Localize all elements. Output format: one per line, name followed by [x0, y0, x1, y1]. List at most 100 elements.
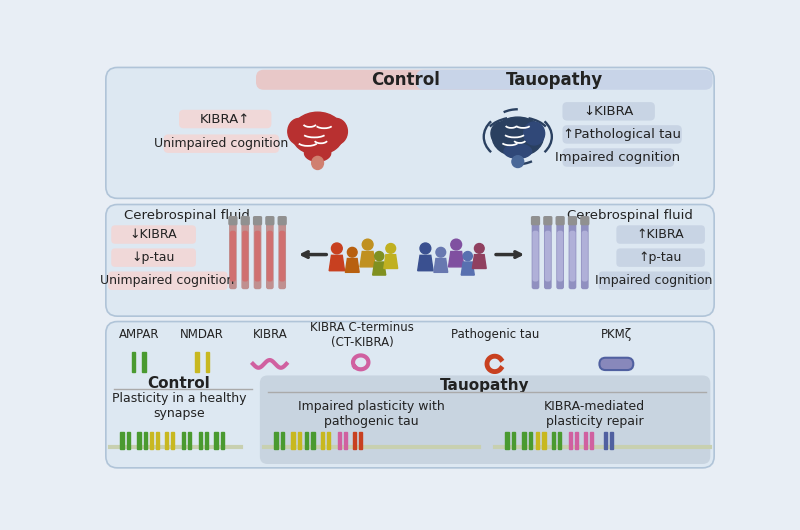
- FancyBboxPatch shape: [179, 110, 271, 128]
- Bar: [574, 431, 578, 448]
- Bar: [506, 431, 509, 448]
- Circle shape: [436, 248, 446, 257]
- Polygon shape: [462, 262, 474, 275]
- FancyBboxPatch shape: [254, 216, 262, 289]
- Text: Plasticity in a healthy
synapse: Plasticity in a healthy synapse: [112, 392, 246, 420]
- FancyBboxPatch shape: [599, 358, 634, 370]
- FancyBboxPatch shape: [568, 216, 577, 225]
- Circle shape: [331, 243, 342, 254]
- FancyBboxPatch shape: [616, 225, 705, 244]
- Ellipse shape: [492, 117, 543, 156]
- Polygon shape: [434, 259, 448, 272]
- FancyBboxPatch shape: [242, 216, 249, 289]
- Ellipse shape: [524, 122, 545, 145]
- Polygon shape: [472, 254, 486, 269]
- Text: Impaired cognition: Impaired cognition: [555, 151, 681, 164]
- Circle shape: [362, 239, 373, 250]
- Bar: [552, 431, 554, 448]
- FancyArrow shape: [142, 352, 146, 373]
- Bar: [584, 431, 587, 448]
- Bar: [143, 431, 146, 448]
- Bar: [188, 431, 191, 448]
- Bar: [610, 431, 614, 448]
- FancyArrow shape: [194, 352, 198, 373]
- FancyBboxPatch shape: [229, 216, 237, 289]
- FancyBboxPatch shape: [256, 70, 556, 90]
- FancyBboxPatch shape: [544, 216, 552, 289]
- Text: Unimpaired cognition: Unimpaired cognition: [100, 274, 234, 287]
- Ellipse shape: [288, 118, 310, 145]
- FancyBboxPatch shape: [230, 231, 236, 281]
- Text: Cerebrospinal fluid: Cerebrospinal fluid: [124, 209, 250, 222]
- Bar: [150, 431, 153, 448]
- FancyBboxPatch shape: [108, 271, 227, 290]
- Polygon shape: [384, 254, 398, 269]
- Text: ↑p-tau: ↑p-tau: [638, 251, 682, 264]
- Text: PKMζ: PKMζ: [601, 328, 632, 341]
- Bar: [281, 431, 284, 448]
- FancyBboxPatch shape: [228, 216, 238, 225]
- Bar: [156, 431, 159, 448]
- Bar: [590, 431, 594, 448]
- Circle shape: [451, 239, 462, 250]
- Bar: [199, 431, 202, 448]
- Bar: [311, 431, 314, 448]
- Bar: [338, 431, 341, 448]
- Bar: [321, 431, 324, 448]
- FancyBboxPatch shape: [569, 216, 576, 289]
- Text: ↓p-tau: ↓p-tau: [132, 251, 175, 264]
- Ellipse shape: [291, 112, 344, 155]
- Bar: [558, 431, 561, 448]
- FancyBboxPatch shape: [266, 216, 274, 289]
- Bar: [221, 431, 224, 448]
- Text: Tauopathy: Tauopathy: [440, 378, 530, 393]
- Text: Impaired plasticity with
pathogenic tau: Impaired plasticity with pathogenic tau: [298, 400, 445, 428]
- Bar: [165, 431, 168, 448]
- Bar: [214, 431, 218, 448]
- Ellipse shape: [512, 156, 524, 167]
- FancyBboxPatch shape: [106, 322, 714, 468]
- Polygon shape: [418, 255, 433, 271]
- FancyBboxPatch shape: [416, 70, 713, 90]
- Text: ↓KIBRA: ↓KIBRA: [583, 105, 634, 118]
- Text: Tauopathy: Tauopathy: [506, 71, 603, 89]
- Ellipse shape: [491, 122, 512, 145]
- Text: Unimpaired cognition: Unimpaired cognition: [154, 137, 289, 150]
- FancyArrow shape: [206, 352, 210, 373]
- Ellipse shape: [305, 145, 330, 161]
- Bar: [171, 431, 174, 448]
- FancyBboxPatch shape: [111, 249, 196, 267]
- FancyBboxPatch shape: [242, 231, 248, 281]
- Bar: [327, 431, 330, 448]
- Text: AMPAR: AMPAR: [118, 328, 159, 341]
- Polygon shape: [346, 259, 359, 272]
- FancyBboxPatch shape: [266, 231, 273, 281]
- Bar: [291, 431, 294, 448]
- Bar: [138, 431, 141, 448]
- FancyBboxPatch shape: [111, 225, 196, 244]
- FancyBboxPatch shape: [106, 205, 714, 316]
- Bar: [569, 431, 572, 448]
- Polygon shape: [329, 255, 345, 271]
- Bar: [344, 431, 347, 448]
- FancyBboxPatch shape: [533, 231, 538, 281]
- Bar: [182, 431, 185, 448]
- Circle shape: [463, 252, 472, 261]
- FancyBboxPatch shape: [278, 216, 287, 225]
- Bar: [205, 431, 208, 448]
- Bar: [126, 431, 130, 448]
- FancyBboxPatch shape: [580, 216, 590, 225]
- Text: KIBRA↑: KIBRA↑: [200, 112, 250, 126]
- Bar: [529, 431, 532, 448]
- FancyBboxPatch shape: [164, 135, 279, 153]
- Bar: [604, 431, 607, 448]
- FancyBboxPatch shape: [562, 125, 682, 144]
- Circle shape: [374, 252, 384, 261]
- FancyBboxPatch shape: [581, 216, 589, 289]
- Text: NMDAR: NMDAR: [180, 328, 224, 341]
- Circle shape: [386, 244, 396, 253]
- Text: ↑Pathological tau: ↑Pathological tau: [562, 128, 681, 141]
- Bar: [512, 431, 514, 448]
- Circle shape: [420, 243, 430, 254]
- Circle shape: [474, 244, 484, 253]
